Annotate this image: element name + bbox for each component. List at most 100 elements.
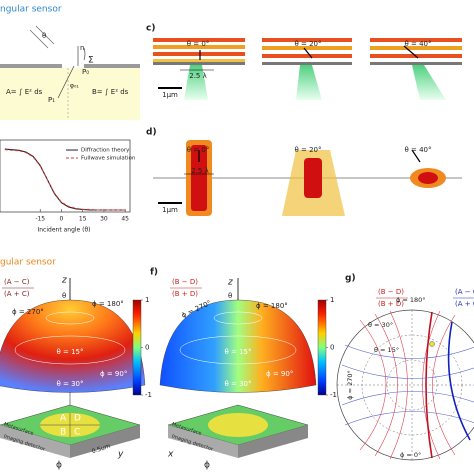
- panel-label: f): [150, 268, 158, 278]
- axis-label: ϕ: [56, 461, 62, 471]
- polar-map-g-shape: [447, 321, 471, 441]
- field-images-c-shape: [262, 38, 352, 42]
- angle-label: ϕ = 180°: [396, 296, 426, 304]
- panel-label: d): [146, 128, 157, 138]
- diagram-a-shape: [0, 68, 140, 120]
- ratio-numerator: (B − D): [378, 288, 404, 296]
- field-images-c-shape: [370, 38, 462, 42]
- ratio-denominator: (A + C): [455, 300, 474, 308]
- field-images-c-shape: [303, 47, 313, 59]
- angle-label: θ = 0°: [187, 40, 210, 48]
- panel-label: c): [146, 24, 155, 34]
- colorbar-e: 1 0 -1: [141, 296, 152, 399]
- label: θ: [42, 32, 46, 40]
- x-tick-label: 45: [121, 216, 129, 223]
- dome-f-shape: [179, 335, 297, 365]
- colorbar-tick-label: -1: [145, 391, 152, 399]
- colorbar-tick-label: 1: [145, 296, 149, 304]
- line-series: [4, 148, 126, 211]
- scale-label: 1μm: [162, 91, 178, 99]
- label: Σ: [88, 56, 94, 66]
- angle-label: θ = 40°: [404, 40, 431, 48]
- label: P₀: [82, 68, 89, 76]
- pad-label: B: [60, 428, 66, 438]
- panel-label: g): [345, 274, 356, 284]
- angle-label: θ = 30°: [368, 321, 393, 329]
- field-images-c-shape: [403, 45, 419, 59]
- angle-label: θ = 20°: [294, 40, 321, 48]
- angle-label: ϕ = 180°: [256, 302, 288, 310]
- angle-label: θ = 40°: [404, 146, 431, 154]
- field-images-c-shape: [296, 65, 322, 100]
- dome-f-shape: [317, 299, 327, 396]
- x-tick-label: -15: [35, 216, 45, 223]
- diagram-a-shape: [57, 65, 75, 99]
- field-images-c-shape: [153, 45, 245, 49]
- label: φ₀₁: [70, 83, 79, 90]
- section-title: ngular sensor: [0, 5, 62, 15]
- field-images-d: [153, 140, 462, 216]
- angle-label: θ = 15°: [224, 348, 251, 356]
- axis-label: x: [167, 450, 174, 460]
- colorbar-tick-label: -1: [330, 391, 337, 399]
- diagram-a-shape: [0, 64, 62, 68]
- angle-label: θ = 15°: [56, 348, 83, 356]
- x-axis-label: Incident angle (θ): [37, 227, 90, 234]
- dome-e-shape: [14, 335, 126, 365]
- angle-label: θ = 20°: [294, 146, 321, 154]
- polar-map-g-shape: [429, 341, 435, 347]
- label: P₁: [48, 96, 55, 104]
- dome-f: [159, 278, 327, 458]
- axis-label: y: [117, 450, 124, 460]
- legend-label: Fullwave simulation: [81, 156, 136, 162]
- field-images-c-shape: [153, 38, 245, 42]
- polar-map-g-shape: [359, 310, 456, 460]
- angle-label: θ = 15°: [374, 346, 399, 354]
- line-series: [4, 149, 126, 211]
- dome-e-shape: [132, 299, 142, 396]
- axis-label: z: [61, 276, 67, 286]
- angle-label: ϕ = 270°: [12, 308, 44, 316]
- field-images-c-shape: [412, 65, 446, 100]
- equation: B= ∫ E² ds: [92, 88, 129, 96]
- ratio-denominator: (B + D): [172, 290, 198, 298]
- dome-e-shape: [0, 299, 146, 393]
- angle-label: θ = 0°: [187, 146, 210, 154]
- field-images-c-shape: [370, 46, 462, 50]
- dome-f-shape: [238, 425, 308, 458]
- ratio-numerator: (B − D): [172, 278, 198, 286]
- scale-label: 1μm: [162, 206, 178, 214]
- field-images-c-shape: [153, 52, 245, 56]
- field-images-d-shape: [411, 149, 421, 163]
- angle-label: ϕ = 0°: [400, 451, 421, 459]
- colorbar-tick-label: 0: [145, 344, 149, 352]
- plot-b: -15 0 15 30 45 Diffraction theory Fullwave sim…: [0, 139, 136, 223]
- dome-f-shape: [168, 425, 238, 458]
- dome-f-shape: [208, 413, 268, 437]
- ratio-denominator: (B + D): [378, 300, 404, 308]
- equation: A= ∫ E² ds: [6, 88, 43, 96]
- pad-label: C: [74, 428, 80, 438]
- angle-label: ϕ = 180°: [92, 300, 124, 308]
- colorbar-f: 1 0 -1: [326, 296, 337, 399]
- x-tick-label: 15: [79, 216, 87, 223]
- colorbar-tick-label: 1: [330, 296, 334, 304]
- field-images-c-shape: [262, 54, 352, 58]
- x-tick-label: 30: [100, 216, 108, 223]
- polar-map-g-shape: [341, 344, 474, 426]
- dome-f-shape: [159, 299, 317, 393]
- plot-b-shape: [0, 139, 131, 213]
- dome-e-shape: [70, 425, 140, 458]
- field-images-c-shape: [262, 46, 352, 50]
- axis-label: z: [227, 278, 233, 288]
- label: n: [80, 44, 84, 52]
- diagram-a-shape: [83, 47, 86, 61]
- width-label: 2.5 λ: [189, 72, 207, 80]
- width-label: 2.5 λ: [191, 167, 209, 175]
- pad-label: A: [60, 414, 67, 424]
- ratio-numerator: (A − C): [4, 278, 30, 286]
- colorbar-tick-label: 0: [330, 344, 334, 352]
- field-images-d-shape: [191, 145, 207, 211]
